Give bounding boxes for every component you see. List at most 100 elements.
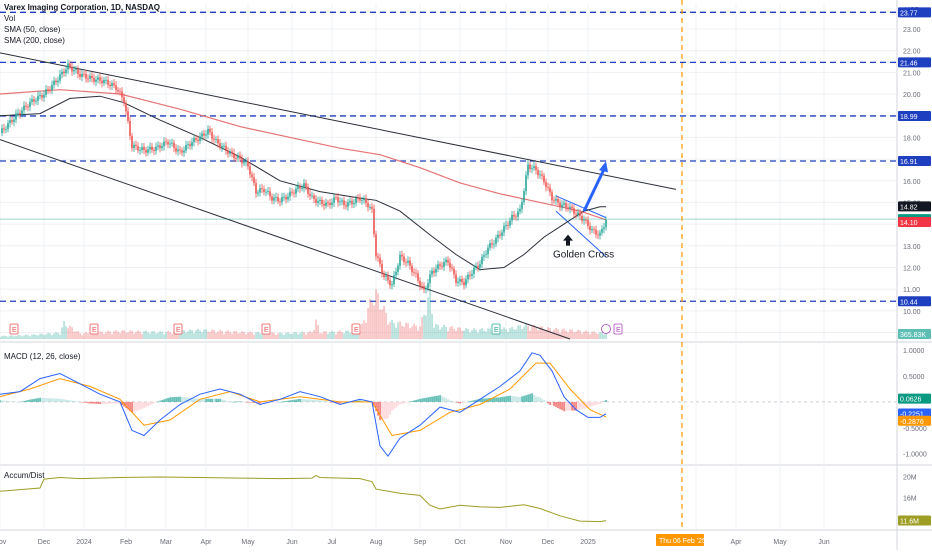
cursor-date-label[interactable]: Thu 06 Feb '25 bbox=[659, 538, 706, 545]
earnings-event-letter: E bbox=[264, 327, 269, 334]
volume-bar bbox=[35, 335, 37, 339]
candle-body bbox=[429, 274, 431, 284]
candle-body bbox=[407, 260, 409, 263]
candle-body bbox=[249, 166, 251, 175]
macd-line[interactable] bbox=[0, 352, 607, 458]
macd-histogram-bar bbox=[129, 401, 131, 412]
volume-bar bbox=[21, 336, 23, 339]
candle-body bbox=[313, 195, 315, 199]
dividend-event-icon[interactable] bbox=[601, 324, 611, 334]
volume-bar bbox=[249, 331, 251, 339]
earnings-event-marker[interactable] bbox=[89, 323, 99, 335]
candle-body bbox=[325, 202, 327, 206]
volume-bar bbox=[141, 334, 143, 339]
volume-bar bbox=[533, 324, 535, 339]
earnings-event-marker[interactable] bbox=[9, 323, 19, 335]
macd-histogram-bar bbox=[1, 400, 3, 402]
macd-histogram-bar bbox=[283, 401, 285, 402]
earnings-event-letter: E bbox=[494, 327, 499, 334]
candle-body bbox=[379, 257, 381, 264]
macd-histogram-bar bbox=[545, 401, 547, 403]
macd-histogram-bar bbox=[281, 401, 283, 403]
sma50-line[interactable] bbox=[0, 95, 606, 271]
time-tick-label: Jun bbox=[286, 539, 297, 546]
candle-body bbox=[559, 202, 561, 208]
volume-bar bbox=[119, 333, 121, 339]
earnings-event-marker[interactable] bbox=[491, 323, 501, 335]
volume-bar bbox=[365, 322, 367, 339]
macd-histogram-bar bbox=[299, 398, 301, 402]
accum-title[interactable]: Accum/Dist bbox=[4, 471, 45, 480]
macd-histogram-bar bbox=[253, 401, 255, 403]
earnings-event-marker[interactable] bbox=[173, 323, 183, 335]
earnings-event-marker[interactable] bbox=[261, 323, 271, 335]
macd-title[interactable]: MACD (12, 26, close) bbox=[4, 352, 81, 361]
candle-body bbox=[127, 111, 129, 121]
volume-bar bbox=[11, 335, 13, 339]
candle-body bbox=[335, 197, 337, 199]
golden-cross-label[interactable]: Golden Cross bbox=[553, 250, 614, 261]
volume-bar bbox=[203, 329, 205, 339]
volume-bar bbox=[301, 331, 303, 339]
chart-title[interactable]: Varex Imaging Corporation, 1D, NASDAQ bbox=[4, 3, 161, 12]
candle-body bbox=[119, 91, 121, 93]
macd-histogram-bar bbox=[33, 398, 35, 402]
candle-body bbox=[39, 95, 41, 96]
candle-body bbox=[55, 80, 57, 83]
time-tick-label: Nov bbox=[500, 539, 513, 546]
earnings-event-marker[interactable] bbox=[613, 323, 623, 335]
volume-bar bbox=[143, 331, 145, 339]
sma50-legend[interactable]: SMA (50, close) bbox=[4, 25, 61, 34]
volume-bar bbox=[507, 331, 509, 339]
candle-body bbox=[69, 63, 71, 67]
volume-bar bbox=[473, 328, 475, 339]
macd-value-label: -0.2876 bbox=[900, 419, 924, 426]
volume-bar bbox=[341, 332, 343, 339]
candle-body bbox=[441, 265, 443, 267]
volume-bar bbox=[0, 337, 1, 339]
candle-body bbox=[345, 205, 347, 207]
macd-histogram-bar bbox=[227, 401, 229, 402]
sma200-legend[interactable]: SMA (200, close) bbox=[4, 36, 65, 45]
candle-body bbox=[103, 79, 105, 84]
macd-signal-line[interactable] bbox=[0, 362, 607, 437]
candle-body bbox=[287, 196, 289, 200]
volume-bar bbox=[23, 335, 25, 339]
channel-trendline-lower[interactable] bbox=[0, 139, 571, 340]
volume-bar bbox=[605, 333, 607, 339]
macd-histogram-bar bbox=[17, 401, 19, 403]
candle-body bbox=[457, 281, 459, 283]
volume-bar bbox=[61, 327, 63, 339]
channel-trendline-upper[interactable] bbox=[0, 52, 677, 190]
volume-bar bbox=[587, 331, 589, 339]
wedge-trendline[interactable] bbox=[555, 210, 607, 257]
macd-histogram-bar bbox=[133, 401, 135, 413]
earnings-event-marker[interactable] bbox=[351, 323, 361, 335]
candle-body bbox=[501, 232, 503, 236]
volume-bar bbox=[79, 333, 81, 339]
current-price-label-bg bbox=[898, 216, 931, 227]
macd-histogram-bar bbox=[453, 401, 455, 403]
macd-histogram-bar bbox=[143, 401, 145, 409]
volume-bar bbox=[459, 327, 461, 339]
macd-histogram-bar bbox=[565, 401, 567, 411]
volume-bar bbox=[501, 329, 503, 339]
candle-body bbox=[479, 264, 481, 268]
sma200-line[interactable] bbox=[0, 89, 607, 221]
macd-histogram-bar bbox=[431, 396, 433, 402]
vol-legend[interactable]: Vol bbox=[4, 14, 16, 23]
accum-dist-line[interactable] bbox=[0, 474, 607, 523]
volume-bar bbox=[319, 333, 321, 339]
macd-histogram-bar bbox=[97, 401, 99, 404]
volume-bar bbox=[65, 326, 67, 339]
candle-body bbox=[529, 164, 531, 170]
volume-bar bbox=[199, 330, 201, 339]
volume-bar bbox=[91, 332, 93, 339]
macd-histogram-bar bbox=[445, 398, 447, 402]
volume-bar bbox=[449, 327, 451, 339]
time-tick-label: Feb bbox=[120, 539, 132, 546]
candle-body bbox=[45, 89, 47, 95]
candle-body bbox=[253, 177, 255, 184]
